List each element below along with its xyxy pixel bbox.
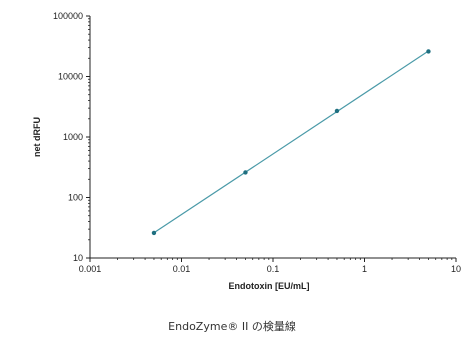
x-tick-label: 0.01 <box>173 264 191 274</box>
x-axis-title: Endotoxin [EU/mL] <box>229 281 310 291</box>
data-point <box>151 230 157 236</box>
y-axis-title: net dRFU <box>32 117 42 157</box>
y-tick-label: 100 <box>68 193 83 203</box>
x-tick-label: 0.001 <box>79 264 102 274</box>
y-tick-label: 1000 <box>63 132 83 142</box>
y-tick-label: 10 <box>73 253 83 263</box>
y-tick-label: 10000 <box>58 72 83 82</box>
data-point <box>334 108 340 114</box>
x-tick-label: 10 <box>451 264 461 274</box>
x-tick-label: 0.1 <box>267 264 280 274</box>
data-point <box>243 170 248 175</box>
data-point <box>426 49 431 54</box>
figure-caption: EndoZyme® II の検量線 <box>168 320 296 333</box>
x-tick-label: 1 <box>362 264 367 274</box>
y-tick-label: 100000 <box>53 11 83 21</box>
fit-line <box>153 50 429 234</box>
